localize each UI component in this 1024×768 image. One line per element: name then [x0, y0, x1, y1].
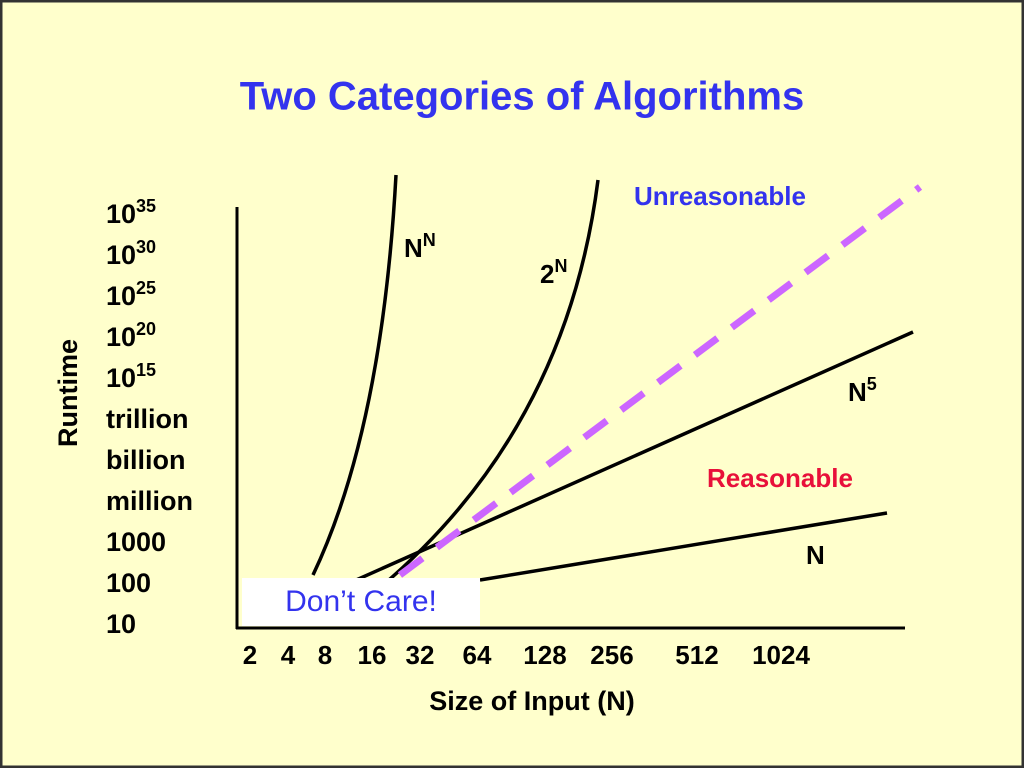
exponent: 20: [136, 319, 156, 339]
curve-label: 2N: [540, 256, 567, 289]
exponent: 25: [136, 278, 156, 298]
y-tick-label: 1020: [106, 319, 156, 352]
y-tick-label: trillion: [106, 404, 189, 434]
x-axis-label: Size of Input (N): [429, 686, 634, 716]
x-tick-label: 64: [463, 640, 492, 670]
exponent: 5: [867, 374, 877, 394]
exponent: 35: [136, 196, 156, 216]
x-tick-label: 8: [318, 640, 332, 670]
x-tick-label: 4: [281, 640, 296, 670]
y-axis-label: Runtime: [53, 339, 83, 447]
unreasonable-label: Unreasonable: [634, 181, 806, 211]
base: 10: [106, 363, 136, 393]
curve-label: N: [806, 540, 825, 570]
boundary-line: [397, 184, 923, 578]
y-tick-label: 100: [106, 568, 151, 598]
base: 10: [106, 240, 136, 270]
x-tick-label: 256: [590, 640, 633, 670]
exponent: N: [423, 230, 436, 250]
base: 1000: [106, 527, 166, 557]
y-tick-label: 10: [106, 609, 136, 639]
curve-label: N5: [848, 374, 877, 407]
x-tick-label: 128: [523, 640, 566, 670]
base: N: [404, 233, 423, 263]
exponent: 30: [136, 237, 156, 257]
curve-nn: [311, 174, 398, 576]
base: N: [848, 377, 867, 407]
x-tick-label: 1024: [752, 640, 810, 670]
base: 10: [106, 281, 136, 311]
base: billion: [106, 445, 185, 475]
y-tick-label: 1035: [106, 196, 156, 229]
exponent: 15: [136, 360, 156, 380]
y-tick-label: 1015: [106, 360, 156, 393]
curve-n: [479, 511, 888, 582]
x-tick-label: 32: [406, 640, 435, 670]
base: 100: [106, 568, 151, 598]
x-tick-label: 16: [358, 640, 387, 670]
y-tick-label: million: [106, 486, 193, 516]
base: 10: [106, 609, 136, 639]
base: 2: [540, 259, 554, 289]
y-tick-label: 1025: [106, 278, 156, 311]
base: million: [106, 486, 193, 516]
title: Two Categories of Algorithms: [240, 75, 804, 119]
y-tick-label: billion: [106, 445, 185, 475]
exponent: N: [554, 256, 567, 276]
x-tick-label: 2: [243, 640, 257, 670]
base: 10: [106, 199, 136, 229]
base: N: [806, 540, 825, 570]
reasonable-label: Reasonable: [707, 463, 853, 493]
dont-care-label: Don’t Care!: [285, 585, 437, 618]
curve-label: NN: [404, 230, 436, 263]
x-tick-label: 512: [675, 640, 718, 670]
dont-care-box: [242, 578, 480, 626]
base: trillion: [106, 404, 189, 434]
y-tick-label: 1030: [106, 237, 156, 270]
base: 10: [106, 322, 136, 352]
y-tick-label: 1000: [106, 527, 166, 557]
